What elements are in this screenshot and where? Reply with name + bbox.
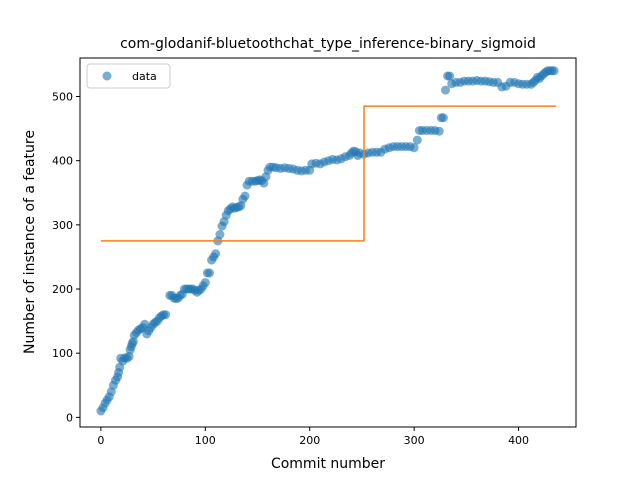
- x-axis-label: Commit number: [271, 456, 385, 472]
- legend-label: data: [132, 70, 157, 83]
- legend-marker: [102, 71, 112, 81]
- plot-frame: [79, 57, 577, 428]
- data-point: [549, 66, 559, 76]
- data-point: [438, 113, 448, 123]
- legend-box: [86, 63, 171, 89]
- data-point: [211, 249, 221, 259]
- data-point: [445, 71, 455, 81]
- data-point: [215, 230, 225, 239]
- x-axis: 0 100 200 300 400: [97, 427, 529, 447]
- data-point: [412, 135, 422, 145]
- x-tick-label: 0: [97, 434, 104, 447]
- plot-area: [96, 66, 559, 416]
- data-point: [161, 310, 171, 320]
- y-axis-label: Number of instance of a feature: [22, 130, 38, 354]
- y-tick-label: 400: [52, 155, 73, 168]
- data-point: [434, 126, 444, 136]
- y-tick-label: 100: [52, 347, 73, 360]
- y-tick-label: 0: [66, 411, 73, 424]
- y-tick-label: 200: [52, 283, 73, 296]
- x-tick-label: 400: [508, 434, 529, 447]
- x-tick-label: 100: [195, 434, 216, 447]
- fit-line: [100, 105, 557, 242]
- data-point: [200, 278, 210, 288]
- y-tick-label: 300: [52, 219, 73, 232]
- y-axis: 0 100 200 300 400 500: [52, 91, 80, 424]
- data-point: [441, 85, 450, 95]
- x-tick-label: 300: [404, 434, 425, 447]
- data-point: [205, 268, 214, 278]
- x-tick-label: 200: [299, 434, 320, 447]
- data-point: [409, 143, 419, 153]
- data-point: [240, 191, 250, 201]
- y-tick-label: 500: [52, 91, 73, 104]
- legend: data: [86, 63, 171, 89]
- chart-title: com-glodanif-bluetoothchat_type_inferenc…: [120, 36, 536, 52]
